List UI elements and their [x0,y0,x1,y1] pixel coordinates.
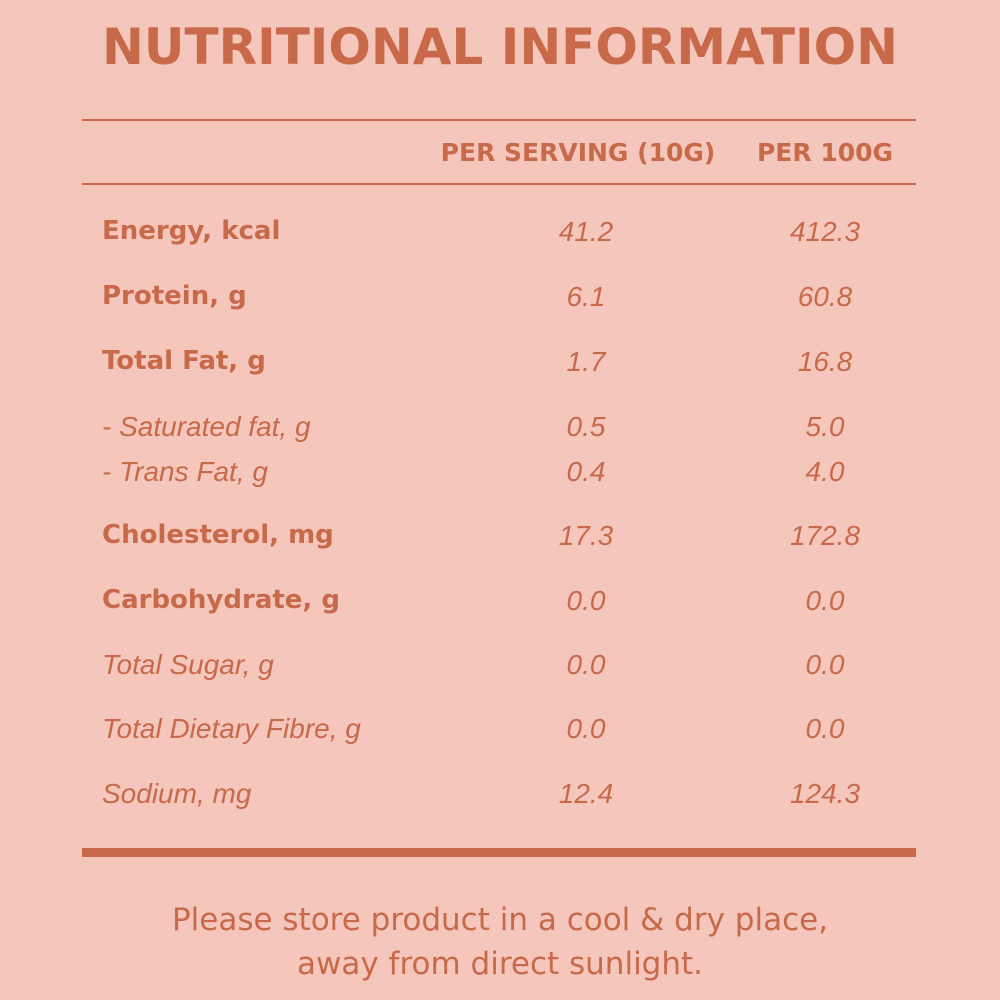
per-100g-value: 412.3 [789,216,861,247]
per-serving-value: 6.1 [566,281,606,312]
table-row: Protein, g 6.1 60.8 [0,281,1000,321]
storage-note-line-1: Please store product in a cool & dry pla… [171,902,829,938]
table-row: Sodium, mg 12.4 124.3 [0,778,1000,818]
table-row: Energy, kcal 41.2 412.3 [0,216,1000,256]
column-header-per-100g: PER 100G [756,138,894,167]
row-label: Sodium, mg [102,778,252,809]
column-header-per-serving: PER SERVING (10G) [440,138,716,167]
per-serving-value: 0.0 [566,713,606,744]
per-100g-value: 16.8 [797,346,853,377]
per-serving-value: 0.5 [566,411,606,442]
table-row: - Trans Fat, g 0.4 4.0 [0,456,1000,496]
row-label: Protein, g [102,281,247,311]
table-row: Cholesterol, mg 17.3 172.8 [0,520,1000,560]
table-row: - Saturated fat, g 0.5 5.0 [0,411,1000,451]
row-label: - Saturated fat, g [102,411,311,442]
per-100g-value: 172.8 [789,520,861,551]
per-serving-value: 41.2 [558,216,614,247]
bottom-divider [82,848,916,857]
per-100g-value: 5.0 [805,411,845,442]
per-serving-value: 17.3 [558,520,614,551]
per-serving-value: 0.4 [566,456,606,487]
row-label: - Trans Fat, g [102,456,268,487]
storage-note: Please store product in a cool & dry pla… [0,898,1000,986]
row-label: Total Sugar, g [102,649,274,680]
per-serving-value: 12.4 [558,778,614,809]
per-serving-value: 0.0 [566,649,606,680]
row-label: Energy, kcal [102,216,281,246]
per-100g-value: 124.3 [789,778,861,809]
table-row: Carbohydrate, g 0.0 0.0 [0,585,1000,625]
per-100g-value: 60.8 [797,281,853,312]
per-100g-value: 0.0 [805,649,845,680]
row-label: Carbohydrate, g [102,585,340,615]
per-serving-value: 1.7 [566,346,606,377]
page-title: NUTRITIONAL INFORMATION [102,18,898,76]
per-100g-value: 4.0 [805,456,845,487]
header-divider [82,183,916,185]
row-label: Cholesterol, mg [102,520,334,550]
row-label: Total Fat, g [102,346,266,376]
table-row: Total Dietary Fibre, g 0.0 0.0 [0,713,1000,753]
storage-note-line-2: away from direct sunlight. [296,946,704,982]
top-divider [82,119,916,121]
per-serving-value: 0.0 [566,585,606,616]
table-row: Total Sugar, g 0.0 0.0 [0,649,1000,689]
per-100g-value: 0.0 [805,585,845,616]
row-label: Total Dietary Fibre, g [102,713,361,744]
per-100g-value: 0.0 [805,713,845,744]
table-row: Total Fat, g 1.7 16.8 [0,346,1000,386]
